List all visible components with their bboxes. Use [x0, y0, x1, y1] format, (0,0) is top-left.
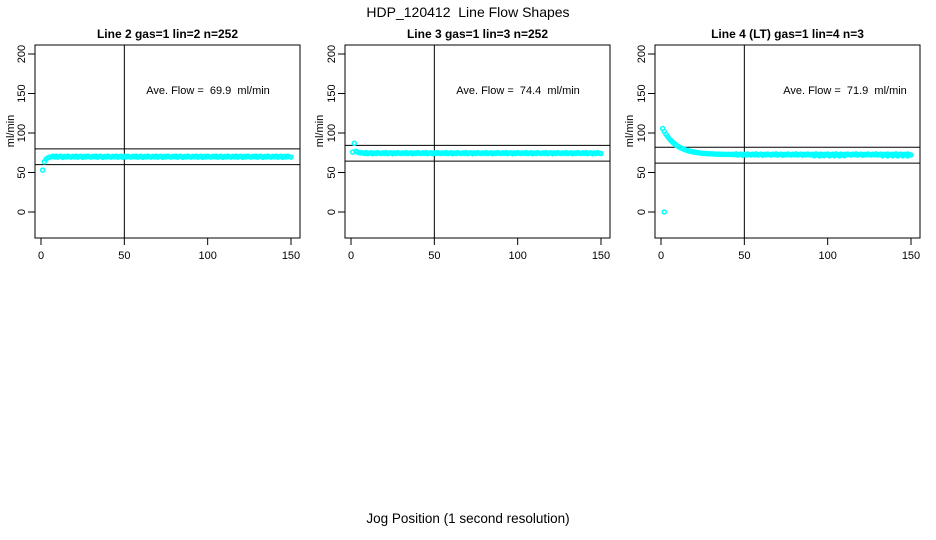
data-point	[889, 153, 896, 159]
data-point	[821, 152, 828, 159]
panel-2-y-axis-label: ml/min	[314, 114, 326, 148]
y-tick-label: 0	[326, 209, 338, 215]
data-point	[39, 167, 46, 173]
panel-1-ave-flow-annotation: Ave. Flow = 69.9 ml/min	[146, 85, 270, 97]
panel-2-ave-flow-annotation: Ave. Flow = 74.4 ml/min	[456, 85, 580, 97]
panel-3-y-axis-label: ml/min	[624, 114, 636, 148]
y-tick-label: 150	[636, 84, 648, 102]
data-point	[884, 153, 891, 159]
data-point	[826, 153, 833, 159]
y-tick-label: 200	[636, 45, 648, 63]
panel-3-title: Line 4 (LT) gas=1 lin=4 n=3	[711, 27, 864, 41]
plot-box	[34, 44, 301, 239]
data-point	[831, 153, 838, 159]
x-tick-label: 50	[738, 250, 750, 262]
y-tick-label: 100	[636, 124, 648, 142]
data-point	[894, 153, 901, 159]
y-tick-label: 50	[636, 166, 648, 178]
x-tick-label: 0	[348, 250, 354, 262]
plot-box	[344, 44, 611, 239]
data-point	[904, 153, 911, 159]
x-tick-label: 0	[38, 250, 44, 262]
panel-2-title: Line 3 gas=1 lin=3 n=252	[406, 27, 549, 41]
x-tick-label: 0	[658, 250, 664, 262]
data-point	[841, 152, 848, 159]
data-point	[598, 150, 604, 157]
x-tick-label: 100	[198, 250, 216, 262]
x-tick-label: 150	[592, 250, 610, 262]
y-tick-label: 200	[326, 45, 338, 63]
x-tick-label: 150	[902, 250, 920, 262]
data-point	[661, 209, 668, 215]
x-tick-label: 50	[428, 250, 440, 262]
x-tick-label: 150	[282, 250, 300, 262]
y-tick-label: 50	[16, 166, 28, 178]
y-tick-label: 200	[16, 45, 28, 63]
figure-title: HDP_120412 Line Flow Shapes	[366, 4, 570, 20]
y-tick-label: 0	[636, 209, 648, 215]
y-tick-label: 0	[16, 209, 28, 215]
y-tick-label: 150	[16, 84, 28, 102]
data-point	[879, 153, 886, 159]
x-tick-label: 100	[818, 250, 836, 262]
data-point	[836, 153, 843, 159]
panel-3-ave-flow-annotation: Ave. Flow = 71.9 ml/min	[783, 85, 907, 97]
y-tick-label: 150	[326, 84, 338, 102]
plot-box	[654, 44, 921, 239]
data-point	[816, 153, 823, 159]
panel-1-y-axis-label: ml/min	[5, 114, 17, 148]
data-point	[288, 154, 294, 160]
x-tick-label: 50	[118, 250, 130, 262]
panel-1-title: Line 2 gas=1 lin=2 n=252	[96, 27, 239, 41]
x-tick-label: 100	[508, 250, 526, 262]
y-tick-label: 100	[326, 124, 338, 142]
data-point	[351, 140, 358, 147]
data-point	[811, 153, 818, 159]
y-tick-label: 50	[326, 166, 338, 178]
x-axis-label: Jog Position (1 second resolution)	[366, 511, 570, 526]
data-point	[899, 153, 906, 159]
y-tick-label: 100	[16, 124, 28, 142]
